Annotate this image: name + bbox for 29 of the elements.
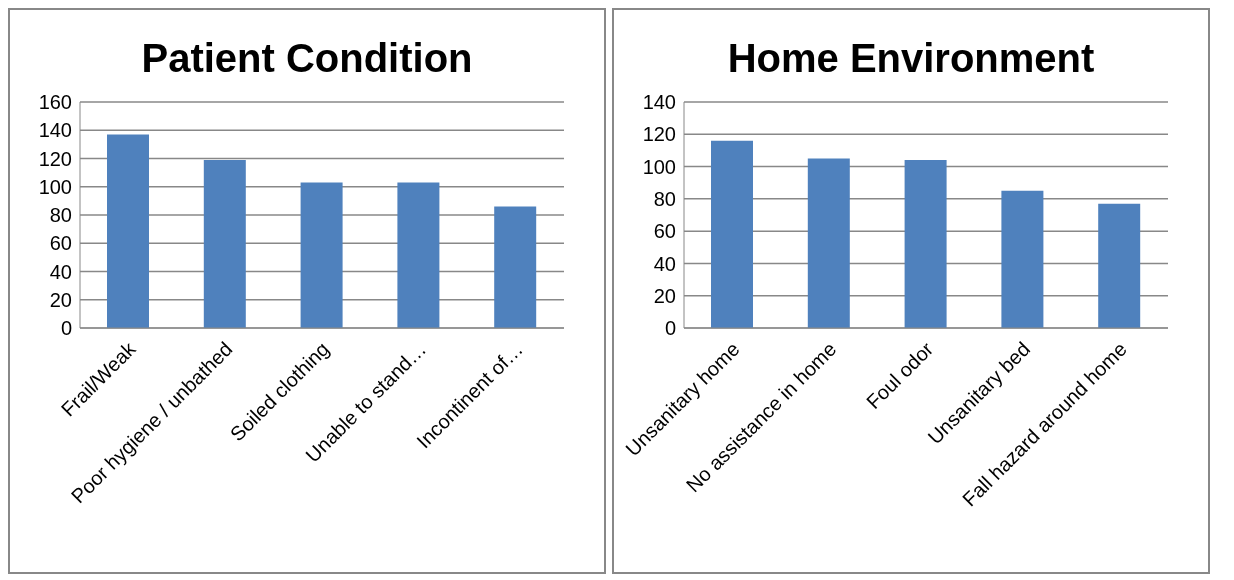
y-tick-label: 20: [653, 284, 676, 307]
bar: [807, 158, 850, 328]
y-tick-label: 60: [49, 232, 72, 255]
bar: [1098, 203, 1141, 328]
y-tick-label: 100: [642, 155, 676, 178]
y-tick-label: 140: [38, 119, 72, 142]
y-tick-label: 80: [653, 187, 676, 210]
y-tick-label: 100: [38, 175, 72, 198]
y-tick-label: 160: [38, 91, 72, 114]
bar: [300, 182, 343, 328]
bar: [904, 160, 947, 328]
bar: [494, 206, 537, 328]
y-tick-label: 80: [49, 204, 72, 227]
bar: [203, 159, 246, 328]
y-tick-label: 120: [38, 147, 72, 170]
y-tick-label: 60: [653, 220, 676, 243]
y-tick-label: 140: [642, 91, 676, 114]
chart-title: Patient Condition: [140, 36, 474, 82]
y-tick-label: 120: [642, 123, 676, 146]
chart-title: Home Environment: [726, 36, 1096, 82]
bar: [397, 182, 440, 328]
y-tick-label: 0: [664, 317, 676, 340]
bar: [711, 140, 753, 328]
y-tick-label: 20: [49, 288, 72, 311]
bar: [107, 134, 149, 328]
bar: [1001, 190, 1044, 328]
y-tick-label: 40: [653, 252, 676, 275]
y-tick-label: 0: [60, 317, 72, 340]
y-tick-label: 40: [49, 260, 72, 283]
